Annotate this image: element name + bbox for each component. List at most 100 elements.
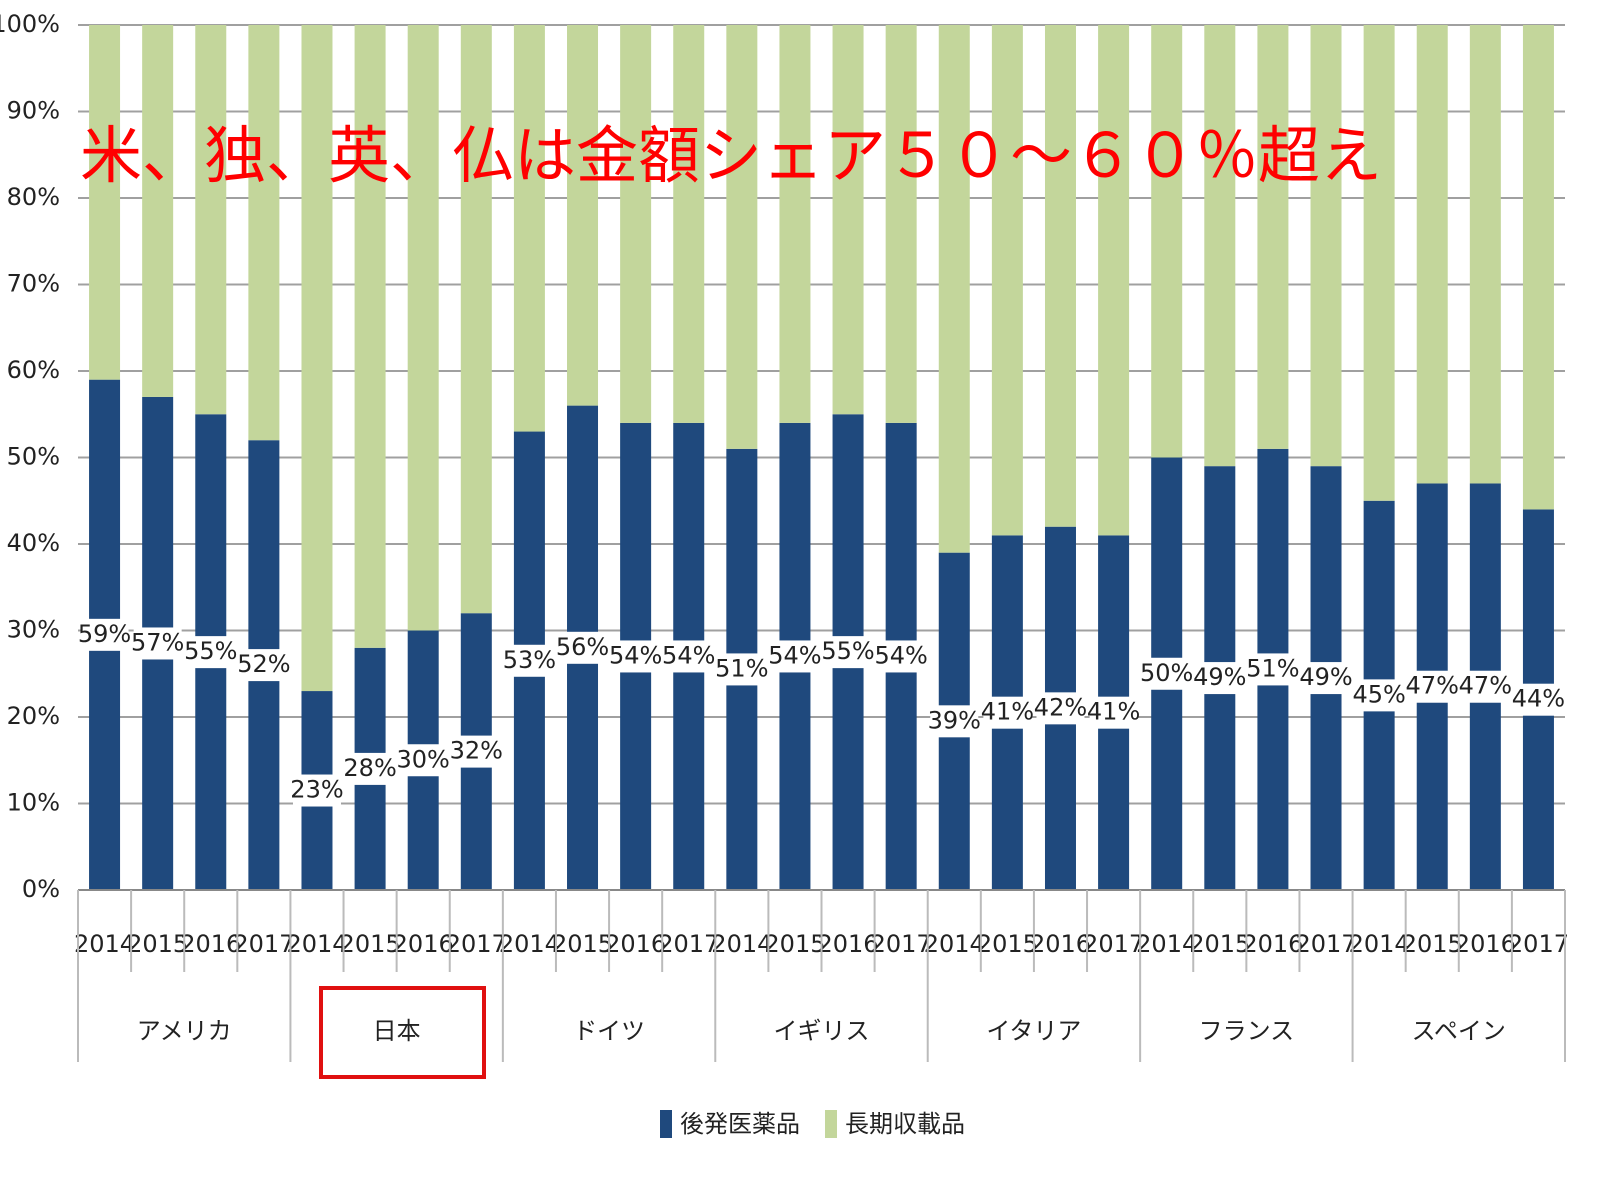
x-tick-label: 2017	[1295, 930, 1356, 958]
data-label-bg	[1248, 653, 1297, 686]
y-tick-label: 60%	[7, 356, 60, 384]
y-tick-label: 50%	[7, 443, 60, 471]
y-tick-label: 100%	[0, 10, 60, 38]
x-tick-label: 2014	[711, 930, 772, 958]
bar-segment	[301, 25, 333, 692]
data-label: 54%	[662, 641, 715, 669]
bar-segment	[1204, 25, 1236, 467]
x-tick-label: 2017	[233, 930, 294, 958]
x-tick-label: 2015	[977, 930, 1038, 958]
data-label: 59%	[78, 620, 131, 648]
data-label: 47%	[1459, 672, 1512, 700]
data-label: 28%	[343, 754, 396, 782]
legend-label: 後発医薬品	[680, 1110, 800, 1138]
x-tick-label: 2016	[1242, 930, 1303, 958]
highlight-box	[319, 986, 486, 1079]
y-tick-label: 80%	[7, 183, 60, 211]
data-label: 41%	[981, 698, 1034, 726]
data-label: 54%	[768, 641, 821, 669]
data-label-bg	[133, 627, 182, 660]
data-label-bg	[824, 636, 873, 669]
x-tick-label: 2017	[1508, 930, 1569, 958]
data-label: 47%	[1406, 672, 1459, 700]
bar-segment	[620, 25, 652, 423]
data-label-bg	[930, 705, 979, 738]
data-label-bg	[399, 744, 448, 777]
data-label: 56%	[556, 633, 609, 661]
x-tick-label: 2015	[127, 930, 188, 958]
bar-segment	[1363, 25, 1395, 501]
bar-segment	[779, 25, 811, 423]
group-label: ドイツ	[573, 1017, 645, 1045]
bar-segment	[991, 25, 1023, 536]
x-tick-label: 2016	[180, 930, 241, 958]
data-label-bg	[1195, 662, 1244, 695]
bar-segment	[1044, 25, 1076, 527]
data-label: 32%	[450, 737, 503, 765]
data-label-bg	[346, 752, 395, 785]
y-tick-label: 30%	[7, 616, 60, 644]
data-label: 45%	[1352, 680, 1405, 708]
data-label: 55%	[821, 637, 874, 665]
x-tick-label: 2016	[818, 930, 879, 958]
x-tick-label: 2017	[1083, 930, 1144, 958]
legend-swatch	[825, 1110, 837, 1138]
data-label: 55%	[184, 637, 237, 665]
bar-segment	[1416, 25, 1448, 484]
bar-segment	[673, 25, 705, 423]
bar-segment	[142, 25, 174, 397]
data-label-bg	[292, 774, 341, 807]
data-label: 50%	[1140, 659, 1193, 687]
data-label: 49%	[1193, 663, 1246, 691]
bar-segment	[248, 25, 280, 441]
y-tick-label: 20%	[7, 702, 60, 730]
x-tick-label: 2015	[552, 930, 613, 958]
data-label: 42%	[1034, 693, 1087, 721]
data-label: 54%	[874, 641, 927, 669]
data-label-bg	[1408, 670, 1457, 703]
data-label: 51%	[1246, 654, 1299, 682]
x-tick-label: 2016	[393, 930, 454, 958]
data-label-bg	[877, 640, 926, 673]
data-label-bg	[1302, 662, 1351, 695]
x-tick-label: 2014	[1136, 930, 1197, 958]
data-label-bg	[558, 631, 607, 664]
data-label-bg	[186, 636, 235, 669]
y-tick-label: 10%	[7, 789, 60, 817]
data-label: 44%	[1512, 685, 1565, 713]
data-label-bg	[1355, 679, 1404, 712]
data-label: 57%	[131, 628, 184, 656]
legend-label: 長期収載品	[845, 1110, 965, 1138]
bar-segment	[1151, 25, 1183, 458]
data-label: 49%	[1299, 663, 1352, 691]
data-label-bg	[770, 640, 819, 673]
bar-segment	[1257, 25, 1289, 449]
data-label-bg	[717, 653, 766, 686]
x-tick-label: 2015	[1189, 930, 1250, 958]
data-label-bg	[1036, 692, 1085, 725]
x-tick-label: 2016	[605, 930, 666, 958]
data-label-bg	[1142, 657, 1191, 690]
group-label: イギリス	[774, 1017, 870, 1045]
x-tick-label: 2014	[286, 930, 347, 958]
bar-segment	[89, 25, 121, 380]
x-tick-label: 2015	[1402, 930, 1463, 958]
bar-segment	[407, 25, 439, 631]
bar-segment	[195, 25, 227, 415]
bar-segment	[885, 25, 917, 423]
x-tick-label: 2016	[1030, 930, 1091, 958]
bar-segment	[1522, 25, 1554, 510]
bar-segment	[726, 25, 758, 449]
data-label-bg	[452, 735, 501, 768]
legend-swatch	[660, 1110, 672, 1138]
x-tick-label: 2016	[1455, 930, 1516, 958]
x-tick-label: 2014	[499, 930, 560, 958]
x-tick-label: 2015	[764, 930, 825, 958]
bar-segment	[1469, 25, 1501, 484]
group-label: フランス	[1199, 1017, 1295, 1045]
group-label: イタリア	[986, 1017, 1081, 1045]
data-label: 52%	[237, 650, 290, 678]
group-label: スペイン	[1412, 1017, 1506, 1045]
data-label: 39%	[928, 706, 981, 734]
